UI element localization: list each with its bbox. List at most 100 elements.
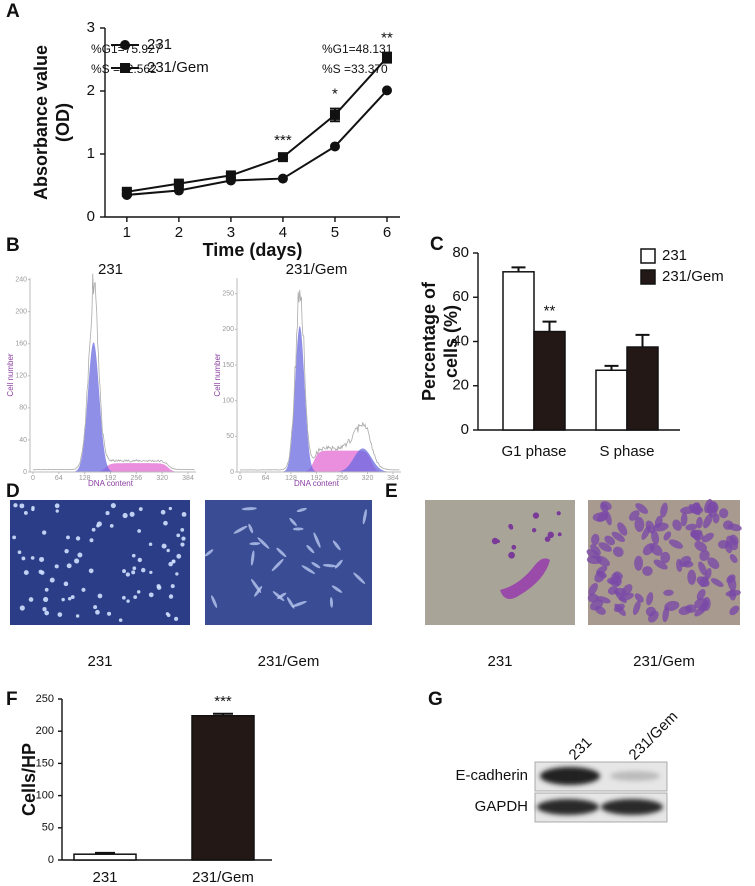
row-label: E-cadherin: [455, 767, 528, 784]
cell: [96, 521, 102, 527]
cell: [353, 572, 366, 584]
legend-marker: [120, 40, 130, 50]
micrograph: [425, 500, 575, 625]
cell: [729, 554, 738, 563]
cell: [642, 566, 653, 576]
cell: [250, 550, 255, 566]
marker: [225, 170, 236, 181]
y-tick-label: 100: [36, 790, 54, 802]
cell: [122, 512, 128, 519]
bar: [502, 271, 535, 431]
lane-label: 231/Gem: [626, 708, 682, 764]
cell: [289, 517, 297, 527]
cell: [690, 502, 701, 512]
x-tick-label: 4: [279, 224, 287, 241]
cell: [250, 578, 262, 594]
y-tick-label: 250: [36, 693, 54, 705]
cell: [126, 599, 130, 603]
cell: [699, 550, 710, 562]
y-axis-label: Absorbance value: [31, 45, 51, 200]
bar: [73, 853, 137, 861]
y-axis-label: Cell number: [6, 353, 15, 396]
caption: 231: [98, 261, 123, 278]
cell: [635, 503, 649, 514]
marker: [277, 173, 288, 184]
cell: [44, 587, 49, 592]
cell: [166, 548, 170, 553]
cell: [118, 618, 123, 622]
cell: [241, 507, 257, 511]
cell: [122, 569, 126, 574]
cell: [271, 558, 284, 572]
cell: [64, 548, 69, 554]
histogram-outline: [239, 289, 400, 471]
cell: [645, 606, 657, 617]
cell: [362, 509, 367, 525]
cell: [107, 611, 112, 616]
cell: [687, 569, 697, 585]
error-bar: [542, 320, 557, 332]
cell: [249, 542, 261, 546]
cell: [43, 596, 49, 603]
x-tick-label: 64: [55, 475, 63, 482]
y-tick-label: 150: [222, 362, 234, 369]
marker: [277, 152, 288, 163]
cell: [97, 593, 103, 599]
caption: 231: [487, 653, 512, 670]
cell: [110, 502, 116, 509]
cell: [248, 523, 254, 534]
cell: [23, 510, 28, 515]
y-axis-label: (OD): [53, 103, 73, 142]
cell: [89, 538, 94, 543]
cell: [729, 605, 740, 616]
cell: [663, 531, 672, 541]
cell: [161, 543, 167, 549]
cell: [176, 553, 182, 559]
legend-label: 231/Gem: [147, 59, 209, 76]
cell: [137, 529, 142, 533]
x-tick-label: G1 phase: [501, 443, 566, 460]
cell: [727, 575, 737, 592]
cell: [311, 561, 321, 569]
cell: [544, 536, 551, 542]
cell: [705, 567, 712, 580]
cell: [500, 558, 550, 599]
x-tick-label: 6: [383, 224, 391, 241]
cell: [88, 568, 94, 574]
y-tick-label: 200: [15, 309, 27, 316]
band: [601, 799, 663, 815]
x-tick-label: 128: [285, 475, 297, 482]
cell: [291, 600, 307, 608]
cell: [21, 556, 26, 561]
cell: [54, 564, 59, 569]
cell: [132, 566, 137, 571]
cell: [690, 530, 704, 540]
y-tick-label: 60: [452, 288, 469, 305]
x-tick-label: 256: [336, 475, 348, 482]
series-line: [126, 56, 388, 193]
cell: [331, 585, 343, 593]
cell: [54, 503, 60, 509]
cell: [662, 606, 670, 623]
cell: [729, 534, 739, 546]
cell: [149, 570, 153, 575]
cell: [672, 519, 682, 531]
x-tick-label: 231: [92, 869, 117, 886]
significance: ***: [214, 693, 232, 710]
cell: [557, 532, 562, 537]
cell: [621, 584, 633, 596]
caption: 231/Gem: [258, 653, 320, 670]
y-axis-label: Percentage of: [419, 281, 439, 401]
cell: [547, 531, 554, 539]
y-axis-label: cells (%): [441, 305, 461, 378]
significance: ***: [274, 132, 292, 149]
y-tick-label: 0: [48, 854, 54, 866]
annotation: %G1=48.131: [322, 42, 393, 56]
cell: [632, 600, 641, 615]
cell: [604, 535, 616, 546]
cell: [598, 542, 612, 552]
panel-label: C: [430, 234, 444, 255]
cell: [61, 597, 65, 602]
cell: [138, 507, 143, 511]
cell: [634, 593, 644, 603]
